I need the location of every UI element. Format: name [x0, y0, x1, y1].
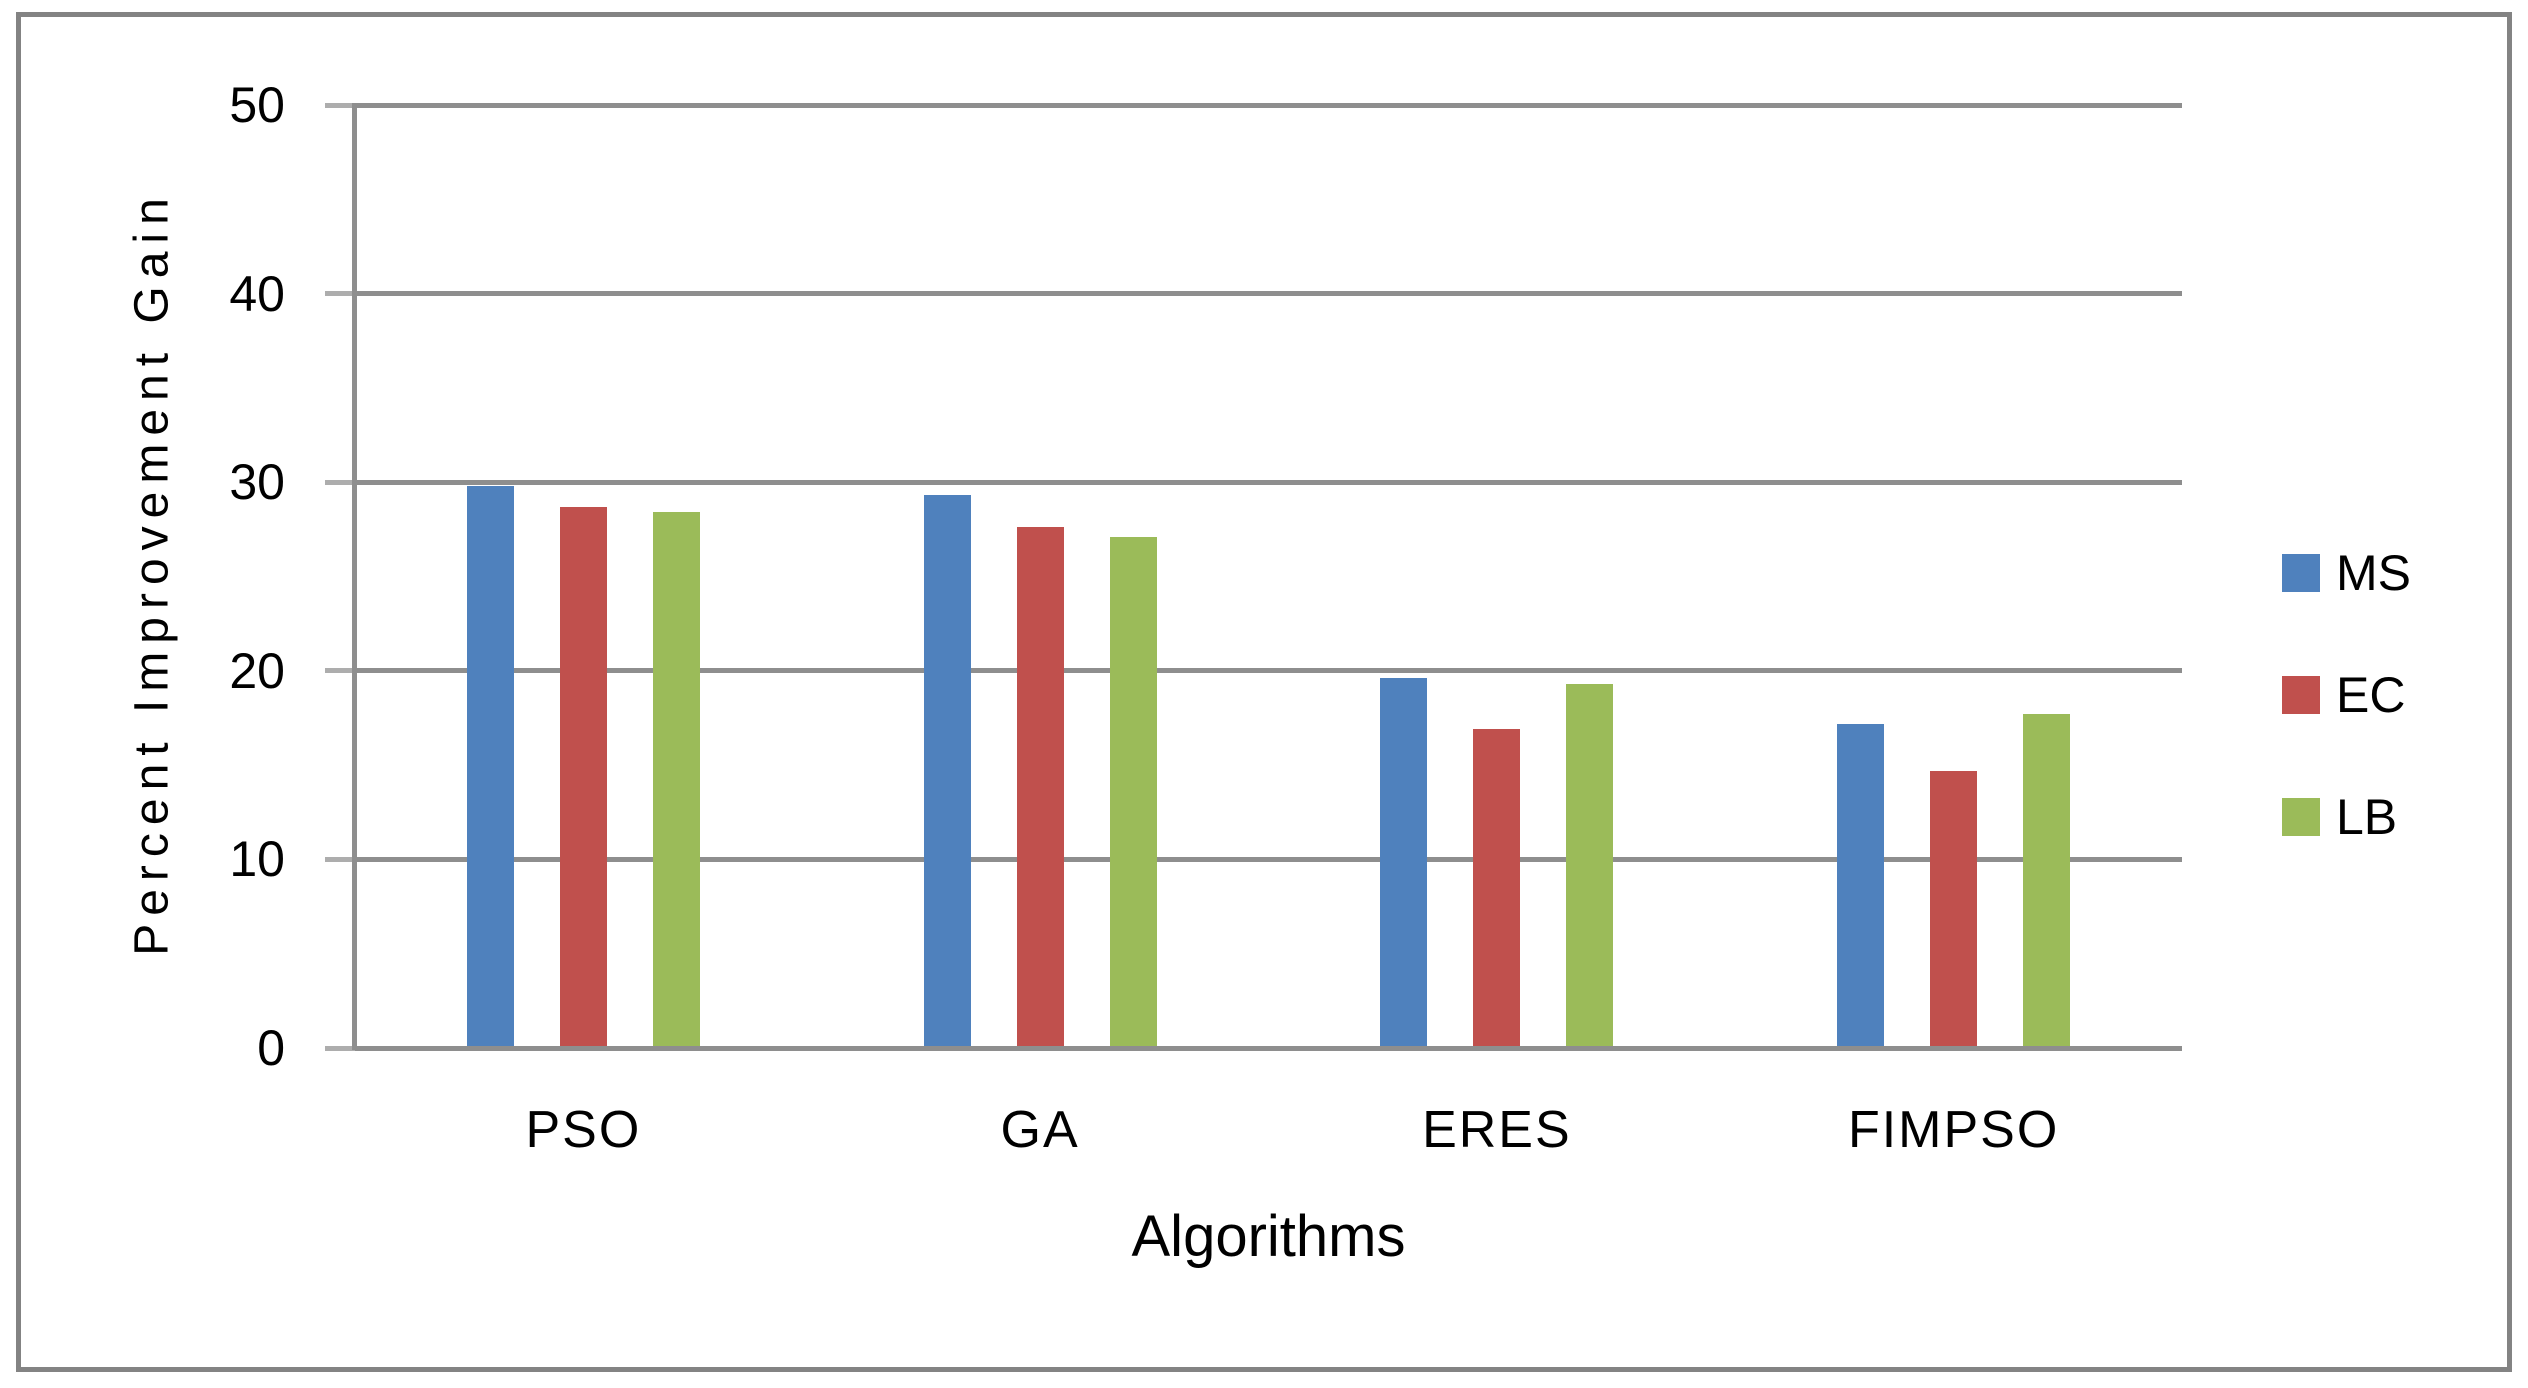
bar-LB-PSO	[652, 512, 700, 1048]
x-axis-line	[355, 1045, 2182, 1051]
gridline-20	[355, 668, 2182, 674]
gridline-50	[355, 102, 2182, 108]
legend-item-LB: LB	[2282, 789, 2411, 845]
legend-item-MS: MS	[2282, 545, 2411, 601]
bar-EC-PSO	[559, 506, 607, 1048]
legend-swatch-EC	[2282, 676, 2320, 714]
bar-MS-GA	[923, 495, 971, 1048]
bar-MS-ERES	[1380, 678, 1428, 1048]
bar-EC-GA	[1016, 527, 1064, 1048]
category-label-FIMPSO: FIMPSO	[1847, 1101, 2060, 1159]
category-label-ERES: ERES	[1422, 1101, 1572, 1159]
legend-item-EC: EC	[2282, 667, 2411, 723]
y-tick-40	[325, 291, 355, 297]
bar-MS-FIMPSO	[1837, 723, 1885, 1048]
y-tick-20	[325, 668, 355, 674]
gridline-30	[355, 479, 2182, 485]
legend-label-MS: MS	[2336, 545, 2411, 601]
y-tick-label-40: 40	[229, 265, 285, 322]
legend-label-EC: EC	[2336, 667, 2406, 723]
y-tick-label-20: 20	[229, 642, 285, 699]
y-tick-label-30: 30	[229, 454, 285, 511]
y-tick-10	[325, 856, 355, 862]
category-label-PSO: PSO	[525, 1101, 642, 1159]
gridline-10	[355, 856, 2182, 862]
bar-LB-ERES	[1566, 684, 1614, 1048]
y-tick-label-0: 0	[257, 1020, 285, 1076]
bar-LB-GA	[1109, 536, 1157, 1048]
bar-EC-FIMPSO	[1930, 770, 1978, 1048]
y-tick-label-50: 50	[229, 77, 285, 133]
bar-EC-ERES	[1473, 729, 1521, 1048]
bar-LB-FIMPSO	[2023, 714, 2071, 1048]
y-tick-0	[325, 1045, 355, 1051]
y-tick-label-10: 10	[229, 831, 285, 888]
y-tick-30	[325, 479, 355, 485]
legend: MS EC LB	[2282, 545, 2411, 911]
x-axis-title: Algorithms	[1131, 1204, 1406, 1269]
y-axis-line	[352, 103, 357, 1050]
legend-swatch-LB	[2282, 798, 2320, 836]
plot-area: 0 10 20 30 40 50	[229, 77, 2182, 1076]
legend-label-LB: LB	[2336, 789, 2398, 845]
bar-MS-PSO	[466, 485, 514, 1048]
gridline-40	[355, 291, 2182, 297]
category-label-GA: GA	[1000, 1101, 1080, 1159]
y-tick-50	[325, 102, 355, 108]
legend-swatch-MS	[2282, 554, 2320, 592]
